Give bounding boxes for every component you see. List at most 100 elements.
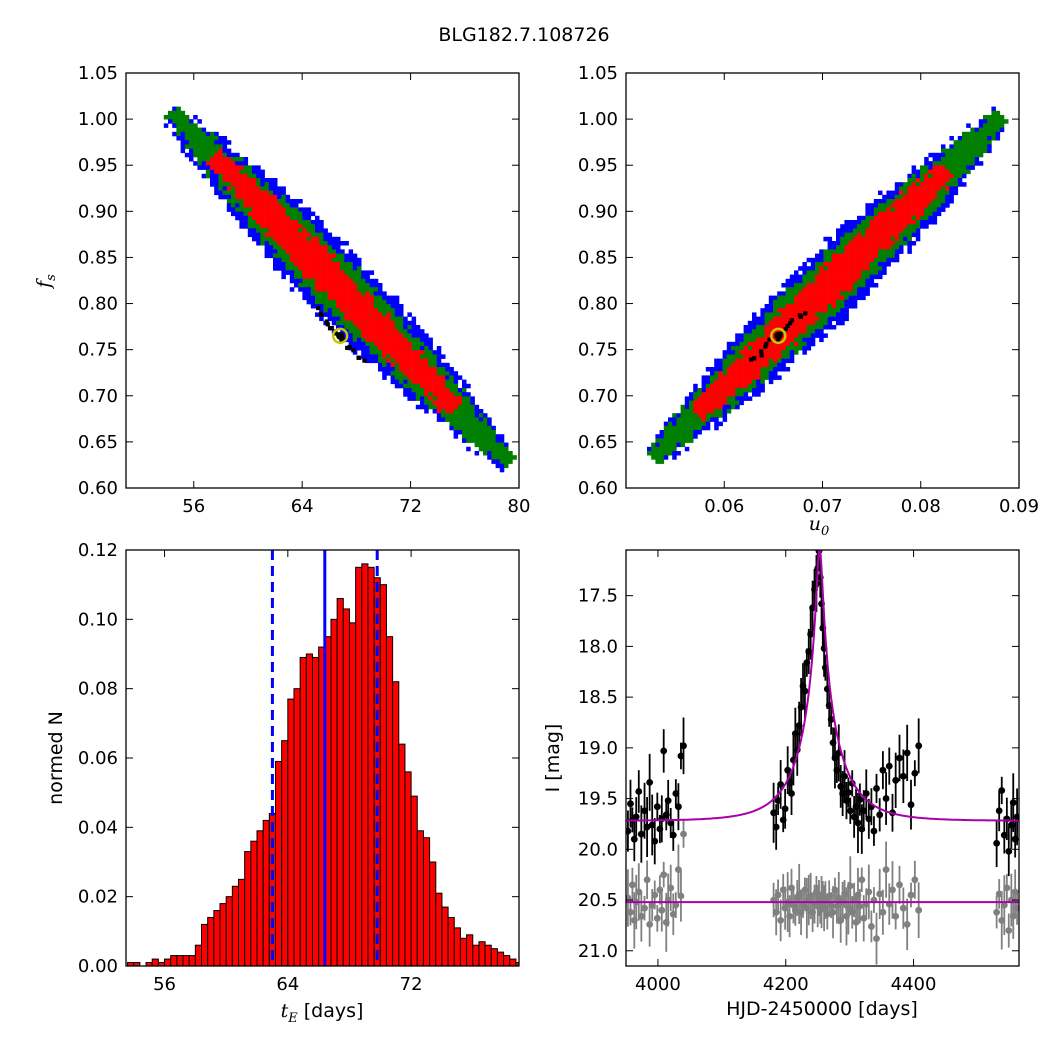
heatmap-cell xyxy=(840,245,845,250)
heatmap-cell xyxy=(773,329,778,334)
heatmap-cell xyxy=(226,178,232,183)
heatmap-cell xyxy=(394,371,400,376)
heatmap-cell xyxy=(848,278,854,284)
heatmap-cell xyxy=(857,220,862,225)
heatmap-cell xyxy=(205,161,211,166)
heatmap-cell xyxy=(256,194,261,200)
heatmap-cell xyxy=(865,274,870,280)
heatmap-cell xyxy=(323,274,328,280)
heatmap-cell xyxy=(260,232,265,238)
heatmap-cell xyxy=(693,417,698,422)
heatmap-cell xyxy=(781,341,786,347)
heatmap-cell xyxy=(718,371,723,376)
data-point xyxy=(865,888,873,896)
heatmap-cell xyxy=(487,421,492,427)
heatmap-cell xyxy=(882,266,887,271)
heatmap-cell xyxy=(752,337,757,343)
heatmap-cell xyxy=(449,392,454,397)
heatmap-cell xyxy=(327,236,333,242)
data-point xyxy=(628,881,636,889)
heatmap-cell xyxy=(361,287,366,292)
heatmap-cell xyxy=(819,283,824,288)
heatmap-cell xyxy=(214,136,219,141)
heatmap-cell xyxy=(718,362,723,368)
x-tick-label: 72 xyxy=(399,496,422,517)
heatmap-cell xyxy=(815,287,820,292)
heatmap-cell xyxy=(785,278,791,284)
heatmap-cell xyxy=(768,325,774,330)
heatmap-cell xyxy=(264,215,270,221)
heatmap-cell xyxy=(936,169,942,175)
heatmap-cell xyxy=(382,362,387,368)
heatmap-cell xyxy=(189,157,194,162)
y-axis-label: I [mag] xyxy=(542,724,564,793)
heatmap-cell xyxy=(222,140,228,145)
heatmap-cell xyxy=(966,131,971,137)
heatmap-cell xyxy=(268,215,274,221)
heatmap-cell xyxy=(680,409,686,414)
heatmap-cell xyxy=(201,144,207,149)
heatmap-cell xyxy=(852,283,858,288)
heatmap-core-cell xyxy=(325,322,330,327)
heatmap-cell xyxy=(369,354,375,359)
heatmap-cell xyxy=(823,283,828,288)
heatmap-cell xyxy=(785,350,791,355)
heatmap-cell xyxy=(731,400,736,406)
heatmap-cell xyxy=(718,421,723,427)
heatmap-cell xyxy=(726,379,732,385)
heatmap-cell xyxy=(327,299,333,305)
heatmap-cell xyxy=(466,392,471,397)
heatmap-cell xyxy=(844,257,849,263)
heatmap-cell xyxy=(193,127,198,133)
heatmap-cell xyxy=(394,350,400,355)
heatmap-cell xyxy=(348,308,354,313)
heatmap-cell xyxy=(899,182,904,187)
heatmap-cell xyxy=(915,194,921,200)
heatmap-cell xyxy=(911,186,917,191)
heatmap-cell xyxy=(932,169,938,175)
heatmap-cell xyxy=(403,367,408,372)
heatmap-cell xyxy=(218,186,223,191)
best-fit-marker xyxy=(331,327,349,345)
heatmap-cell xyxy=(840,224,845,229)
y-tick-label: 18.5 xyxy=(578,687,618,708)
heatmap-cell xyxy=(953,161,959,166)
heatmap-cell xyxy=(420,383,425,389)
heatmap-cell xyxy=(945,182,950,187)
heatmap-cell xyxy=(201,165,207,170)
heatmap-cell xyxy=(315,287,320,292)
heatmap-cell xyxy=(911,241,917,246)
heatmap-cell xyxy=(466,396,471,401)
heatmap-cell xyxy=(810,341,816,347)
heatmap-cell xyxy=(277,190,282,196)
heatmap-cell xyxy=(848,232,854,238)
heatmap-cell xyxy=(407,320,412,326)
heatmap-cell xyxy=(256,241,261,246)
heatmap-cell xyxy=(831,308,837,313)
x-axis-label: tE [days] xyxy=(281,1000,364,1026)
heatmap-cell xyxy=(420,375,425,380)
heatmap-cell xyxy=(798,308,803,313)
heatmap-cell xyxy=(663,446,669,452)
heatmap-cell xyxy=(705,375,711,380)
heatmap-cell xyxy=(323,257,328,263)
data-point xyxy=(858,876,866,884)
heatmap-core-cell xyxy=(319,313,324,318)
heatmap-cell xyxy=(239,194,244,200)
heatmap-cell xyxy=(373,346,379,351)
heatmap-cell xyxy=(331,278,337,284)
heatmap-cell xyxy=(348,287,354,292)
heatmap-cell xyxy=(894,228,900,233)
heatmap-cell xyxy=(445,413,450,418)
y-tick-label: 1.05 xyxy=(578,63,618,84)
heatmap-cell xyxy=(302,241,307,246)
heatmap-cell xyxy=(735,346,740,351)
heatmap-cell xyxy=(915,236,921,242)
heatmap-cell xyxy=(743,375,749,380)
data-point xyxy=(1000,901,1008,909)
heatmap-cell xyxy=(474,421,480,427)
heatmap-cell xyxy=(348,253,354,259)
heatmap-cell xyxy=(243,186,249,191)
heatmap-cell xyxy=(974,131,980,137)
heatmap-cell xyxy=(886,203,891,208)
